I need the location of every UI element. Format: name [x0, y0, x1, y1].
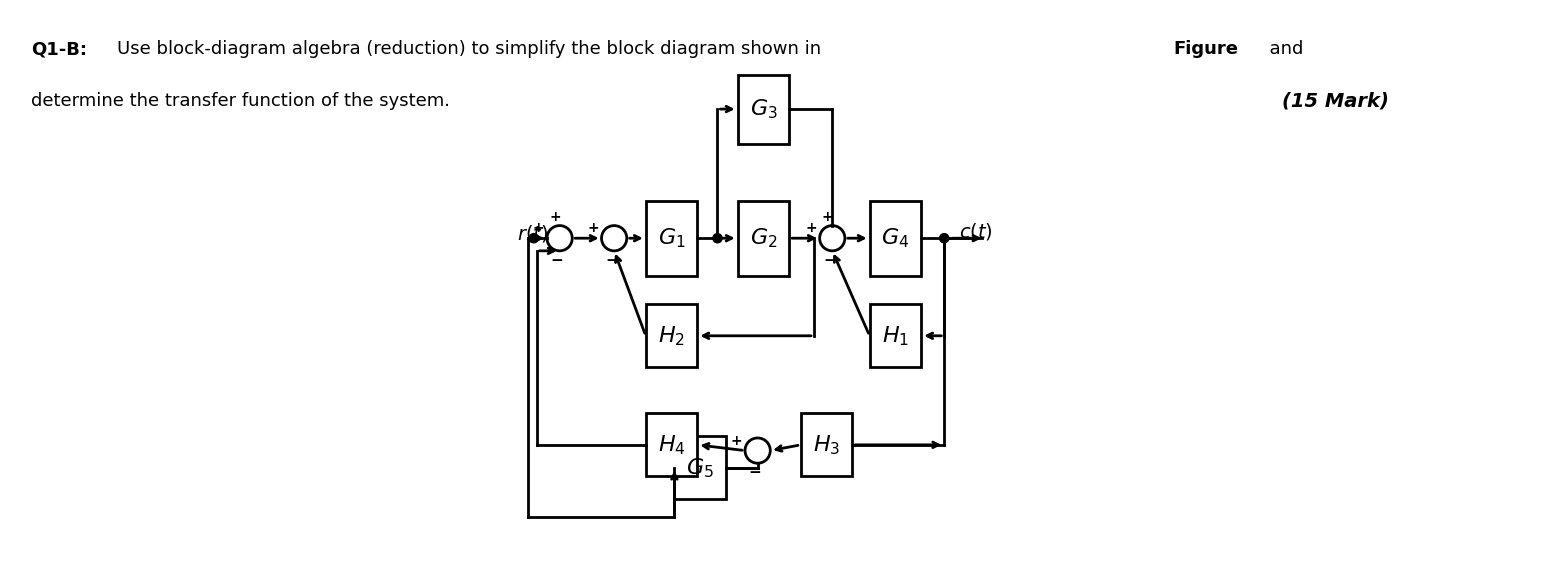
Bar: [645, 304, 698, 367]
Text: and: and: [1258, 40, 1303, 58]
Bar: [801, 413, 852, 476]
Bar: [869, 304, 922, 367]
Text: +: +: [533, 222, 543, 235]
Text: determine the transfer function of the system.: determine the transfer function of the s…: [31, 92, 449, 110]
Bar: [869, 201, 922, 276]
Text: +: +: [587, 222, 599, 235]
Bar: [645, 413, 698, 476]
Circle shape: [530, 234, 539, 243]
Text: Q1-B:: Q1-B:: [31, 40, 86, 58]
Text: $G_2$: $G_2$: [750, 226, 777, 250]
Text: +: +: [550, 211, 560, 224]
Circle shape: [940, 234, 950, 243]
Text: $r(t)$: $r(t)$: [517, 223, 548, 244]
Circle shape: [713, 234, 723, 243]
Text: $G_3$: $G_3$: [749, 97, 777, 121]
Text: $H_2$: $H_2$: [658, 324, 686, 348]
Text: +: +: [821, 211, 834, 224]
Bar: [738, 201, 789, 276]
Text: −: −: [550, 253, 564, 267]
Bar: [738, 75, 789, 144]
Text: $G_5$: $G_5$: [687, 456, 715, 480]
Circle shape: [602, 226, 627, 251]
Text: −: −: [749, 465, 761, 480]
Text: +: +: [804, 222, 817, 235]
Text: Figure: Figure: [1173, 40, 1238, 58]
Text: $H_1$: $H_1$: [882, 324, 909, 348]
Circle shape: [820, 226, 845, 251]
Text: −: −: [605, 253, 618, 267]
Circle shape: [746, 438, 770, 463]
Text: −: −: [823, 253, 835, 267]
Text: $c(t)$: $c(t)$: [959, 221, 993, 242]
Text: $G_1$: $G_1$: [658, 226, 686, 250]
Text: $H_3$: $H_3$: [812, 433, 840, 457]
Bar: [675, 436, 726, 499]
Bar: [645, 201, 698, 276]
Text: (15 Mark): (15 Mark): [1282, 92, 1388, 111]
Text: +: +: [730, 434, 743, 448]
Circle shape: [547, 226, 573, 251]
Text: Use block-diagram algebra (reduction) to simplify the block diagram shown in: Use block-diagram algebra (reduction) to…: [117, 40, 828, 58]
Text: $H_4$: $H_4$: [658, 433, 686, 457]
Text: $G_4$: $G_4$: [882, 226, 909, 250]
